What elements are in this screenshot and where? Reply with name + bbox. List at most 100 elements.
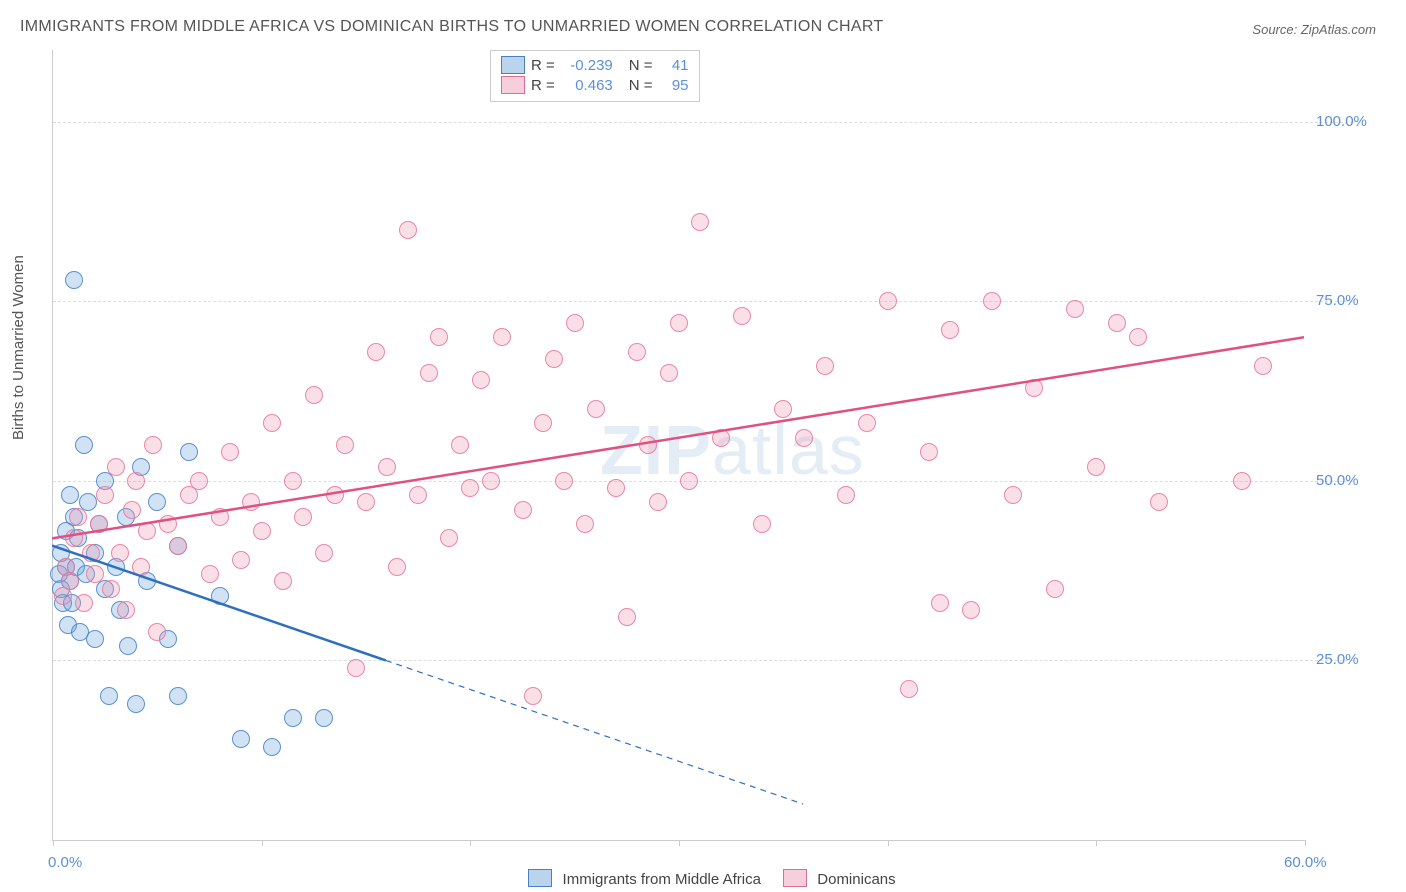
- data-point-pink: [670, 314, 688, 332]
- gridline: [53, 481, 1353, 482]
- legend-row-blue: R = -0.239 N = 41: [501, 55, 689, 75]
- data-point-pink: [201, 565, 219, 583]
- data-point-pink: [639, 436, 657, 454]
- data-point-pink: [274, 572, 292, 590]
- swatch-blue: [528, 869, 552, 887]
- x-tick: [470, 840, 471, 846]
- data-point-pink: [111, 544, 129, 562]
- x-tick: [1096, 840, 1097, 846]
- data-point-pink: [159, 515, 177, 533]
- data-point-pink: [545, 350, 563, 368]
- data-point-pink: [1150, 493, 1168, 511]
- data-point-pink: [211, 508, 229, 526]
- data-point-pink: [451, 436, 469, 454]
- y-tick-label: 50.0%: [1316, 472, 1359, 489]
- data-point-blue: [86, 630, 104, 648]
- data-point-blue: [284, 709, 302, 727]
- data-point-pink: [315, 544, 333, 562]
- y-axis-label: Births to Unmarried Women: [10, 255, 27, 440]
- data-point-blue: [148, 493, 166, 511]
- data-point-blue: [263, 738, 281, 756]
- data-point-pink: [931, 594, 949, 612]
- data-point-pink: [144, 436, 162, 454]
- data-point-pink: [357, 493, 375, 511]
- y-tick-label: 75.0%: [1316, 292, 1359, 309]
- legend-r-label: R =: [531, 57, 555, 74]
- data-point-pink: [712, 429, 730, 447]
- data-point-pink: [566, 314, 584, 332]
- source-attribution: Source: ZipAtlas.com: [1252, 22, 1376, 37]
- swatch-pink: [783, 869, 807, 887]
- x-tick: [262, 840, 263, 846]
- data-point-pink: [430, 328, 448, 346]
- swatch-blue: [501, 56, 525, 74]
- correlation-legend: R = -0.239 N = 41 R = 0.463 N = 95: [490, 50, 700, 102]
- data-point-pink: [879, 292, 897, 310]
- data-point-pink: [409, 486, 427, 504]
- data-point-pink: [607, 479, 625, 497]
- data-point-pink: [420, 364, 438, 382]
- data-point-blue: [127, 695, 145, 713]
- data-point-pink: [618, 608, 636, 626]
- data-point-pink: [920, 443, 938, 461]
- data-point-pink: [753, 515, 771, 533]
- data-point-pink: [107, 458, 125, 476]
- data-point-pink: [1025, 379, 1043, 397]
- data-point-pink: [123, 501, 141, 519]
- data-point-pink: [962, 601, 980, 619]
- data-point-pink: [294, 508, 312, 526]
- data-point-pink: [138, 522, 156, 540]
- data-point-pink: [242, 493, 260, 511]
- data-point-pink: [388, 558, 406, 576]
- data-point-pink: [493, 328, 511, 346]
- data-point-pink: [900, 680, 918, 698]
- data-point-pink: [1108, 314, 1126, 332]
- x-tick: [1305, 840, 1306, 846]
- data-point-pink: [941, 321, 959, 339]
- data-point-pink: [399, 221, 417, 239]
- legend-n-label: N =: [629, 77, 653, 94]
- data-point-pink: [576, 515, 594, 533]
- legend-label-pink: Dominicans: [817, 871, 895, 888]
- data-point-blue: [61, 486, 79, 504]
- data-point-blue: [211, 587, 229, 605]
- data-point-pink: [86, 565, 104, 583]
- data-point-pink: [555, 472, 573, 490]
- data-point-pink: [127, 472, 145, 490]
- swatch-pink: [501, 76, 525, 94]
- x-tick-label: 60.0%: [1284, 854, 1327, 871]
- data-point-pink: [649, 493, 667, 511]
- data-point-pink: [534, 414, 552, 432]
- data-point-pink: [82, 544, 100, 562]
- data-point-blue: [100, 687, 118, 705]
- legend-r-value-blue: -0.239: [561, 57, 613, 74]
- data-point-pink: [691, 213, 709, 231]
- data-point-pink: [90, 515, 108, 533]
- data-point-blue: [119, 637, 137, 655]
- data-point-pink: [524, 687, 542, 705]
- data-point-pink: [148, 623, 166, 641]
- data-point-pink: [461, 479, 479, 497]
- data-point-pink: [336, 436, 354, 454]
- data-point-pink: [680, 472, 698, 490]
- data-point-pink: [263, 414, 281, 432]
- data-point-pink: [858, 414, 876, 432]
- data-point-pink: [837, 486, 855, 504]
- data-point-pink: [1004, 486, 1022, 504]
- data-point-pink: [472, 371, 490, 389]
- data-point-pink: [132, 558, 150, 576]
- gridline: [53, 660, 1353, 661]
- data-point-pink: [983, 292, 1001, 310]
- data-point-pink: [514, 501, 532, 519]
- data-point-pink: [65, 529, 83, 547]
- data-point-pink: [660, 364, 678, 382]
- data-point-pink: [69, 508, 87, 526]
- data-point-blue: [315, 709, 333, 727]
- data-point-pink: [774, 400, 792, 418]
- chart-plot-area: [52, 50, 1305, 841]
- data-point-pink: [1254, 357, 1272, 375]
- legend-n-value-blue: 41: [659, 57, 689, 74]
- source-value: ZipAtlas.com: [1301, 22, 1376, 37]
- data-point-pink: [221, 443, 239, 461]
- data-point-pink: [253, 522, 271, 540]
